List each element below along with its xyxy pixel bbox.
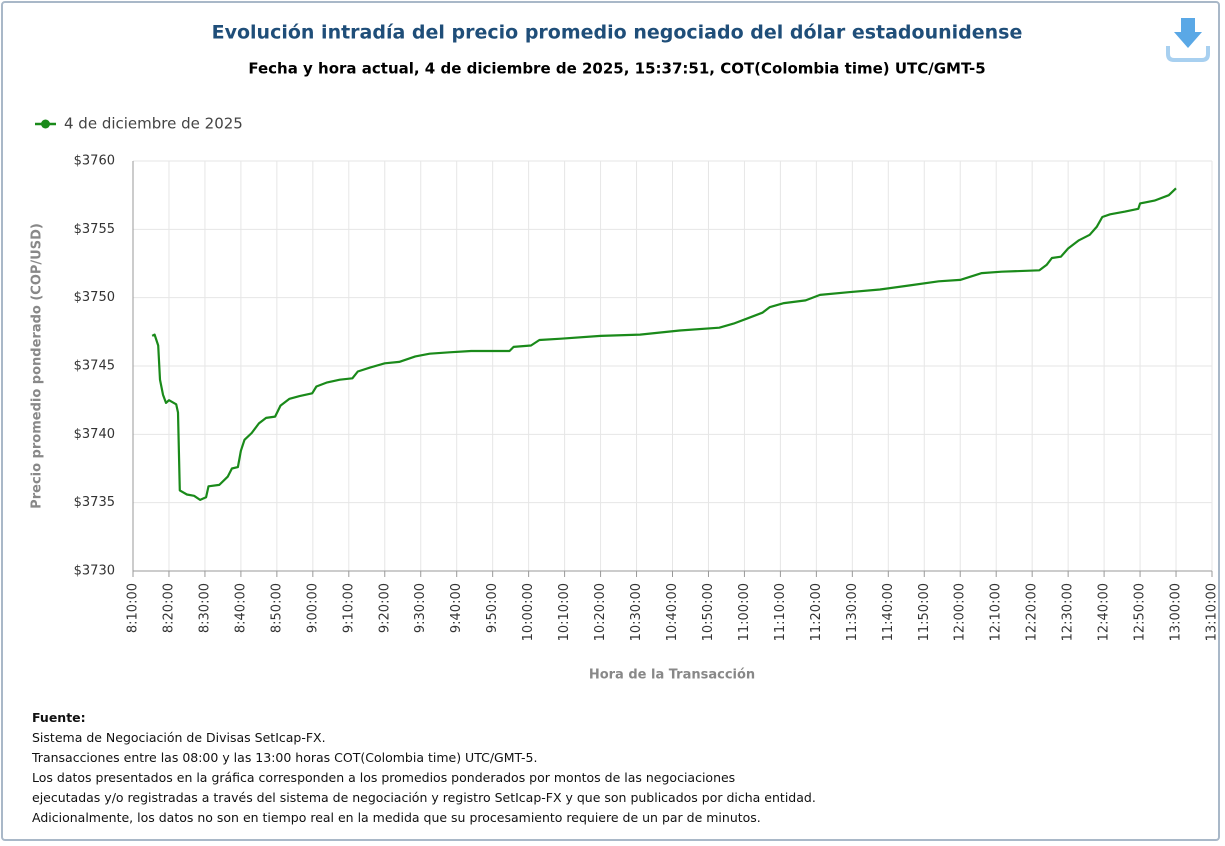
x-tick-label: 9:30:00 bbox=[413, 583, 428, 633]
x-tick-label: 9:50:00 bbox=[485, 583, 500, 633]
footer-line: ejecutadas y/o registradas a través del … bbox=[32, 790, 816, 805]
footer: Fuente: Sistema de Negociación de Divisa… bbox=[32, 708, 816, 828]
download-icon[interactable] bbox=[1166, 18, 1210, 62]
chart-title: Evolución intradía del precio promedio n… bbox=[212, 22, 1023, 44]
x-axis-label: Hora de la Transacción bbox=[589, 668, 755, 683]
y-axis-label: Precio promedio ponderado (COP/USD) bbox=[30, 223, 45, 509]
x-tick-label: 11:50:00 bbox=[917, 583, 932, 641]
y-tick-label: $3745 bbox=[74, 359, 115, 374]
x-tick-label: 9:20:00 bbox=[377, 583, 392, 633]
y-tick-label: $3730 bbox=[74, 564, 115, 579]
y-tick-label: $3735 bbox=[74, 495, 115, 510]
x-tick-label: 13:00:00 bbox=[1169, 583, 1184, 641]
footer-line: Sistema de Negociación de Divisas SetIca… bbox=[32, 730, 326, 745]
y-tick-label: $3750 bbox=[74, 290, 115, 305]
x-tick-label: 12:50:00 bbox=[1133, 583, 1148, 641]
x-tick-label: 9:40:00 bbox=[449, 583, 464, 633]
chart-subtitle: Fecha y hora actual, 4 de diciembre de 2… bbox=[248, 60, 985, 78]
footer-lines: Sistema de Negociación de Divisas SetIca… bbox=[32, 728, 816, 828]
x-tick-label: 10:00:00 bbox=[521, 583, 536, 641]
legend-label: 4 de diciembre de 2025 bbox=[64, 115, 243, 133]
x-tick-label: 13:10:00 bbox=[1205, 583, 1220, 641]
x-tick-label: 11:00:00 bbox=[737, 583, 752, 641]
x-tick-label: 8:20:00 bbox=[161, 583, 176, 633]
x-tick-label: 10:20:00 bbox=[593, 583, 608, 641]
x-tick-label: 8:50:00 bbox=[269, 583, 284, 633]
y-tick-label: $3760 bbox=[74, 154, 115, 169]
y-tick-label: $3755 bbox=[74, 222, 115, 237]
x-tick-label: 9:00:00 bbox=[305, 583, 320, 633]
x-tick-label: 12:40:00 bbox=[1097, 583, 1112, 641]
x-tick-label: 9:10:00 bbox=[341, 583, 356, 633]
x-tick-label: 12:00:00 bbox=[953, 583, 968, 641]
x-tick-label: 12:30:00 bbox=[1061, 583, 1076, 641]
x-tick-label: 12:20:00 bbox=[1025, 583, 1040, 641]
chart: Evolución intradía del precio promedio n… bbox=[30, 18, 1220, 683]
footer-heading: Fuente: bbox=[32, 710, 86, 725]
x-tick-label: 10:10:00 bbox=[557, 583, 572, 641]
x-tick-label: 11:40:00 bbox=[881, 583, 896, 641]
legend-marker bbox=[41, 119, 50, 129]
x-tick-label: 10:40:00 bbox=[665, 583, 680, 641]
x-tick-label: 8:30:00 bbox=[197, 583, 212, 633]
footer-line: Adicionalmente, los datos no son en tiem… bbox=[32, 810, 761, 825]
x-tick-label: 11:10:00 bbox=[773, 583, 788, 641]
x-tick-label: 10:50:00 bbox=[701, 583, 716, 641]
x-tick-label: 8:40:00 bbox=[233, 583, 248, 633]
x-tick-label: 11:20:00 bbox=[809, 583, 824, 641]
x-tick-label: 12:10:00 bbox=[989, 583, 1004, 641]
footer-line: Los datos presentados en la gráfica corr… bbox=[32, 770, 736, 785]
x-tick-label: 8:10:00 bbox=[126, 583, 141, 633]
x-tick-label: 10:30:00 bbox=[629, 583, 644, 641]
x-tick-label: 11:30:00 bbox=[845, 583, 860, 641]
footer-line: Transacciones entre las 08:00 y las 13:0… bbox=[32, 750, 538, 765]
y-tick-label: $3740 bbox=[74, 427, 115, 442]
series-line bbox=[151, 187, 1177, 501]
